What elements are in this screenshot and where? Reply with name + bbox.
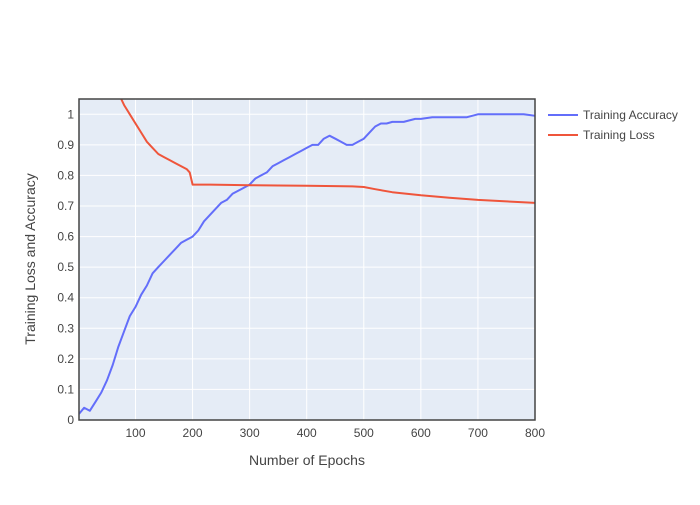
series-line-training-loss: [120, 99, 535, 204]
legend-item-training-loss[interactable]: Training Loss: [548, 128, 655, 142]
y-tick-label: 0.5: [57, 260, 74, 274]
axis-ticks: 0 0.1 0.2 0.3 0.4 0.5 0.6 0.7 0.8 0.9 1 100 200 300 40…: [57, 107, 545, 440]
x-tick-label: 300: [240, 426, 260, 440]
plot-frame: [78, 98, 536, 421]
legend-label: Training Accuracy: [583, 108, 678, 122]
x-tick-label: 500: [354, 426, 374, 440]
y-axis-title: Training Loss and Accuracy: [22, 173, 38, 344]
series-line-training-accuracy: [79, 113, 535, 415]
y-tick-label: 0.2: [57, 352, 74, 366]
x-tick-label: 800: [525, 426, 545, 440]
x-tick-label: 100: [125, 426, 145, 440]
y-tick-label: 1: [67, 107, 74, 121]
x-axis-title: Number of Epochs: [249, 452, 365, 468]
y-tick-label: 0.8: [57, 168, 74, 182]
y-tick-label: 0.7: [57, 199, 74, 213]
x-tick-label: 600: [411, 426, 431, 440]
y-tick-label: 0.1: [57, 382, 74, 396]
x-tick-label: 200: [183, 426, 203, 440]
y-tick-label: 0.3: [57, 321, 74, 335]
x-tick-label: 400: [297, 426, 317, 440]
y-tick-label: 0: [67, 413, 74, 427]
series-lines: [79, 99, 535, 415]
y-tick-label: 0.6: [57, 230, 74, 244]
legend-label: Training Loss: [583, 128, 655, 142]
y-tick-label: 0.9: [57, 138, 74, 152]
legend-item-training-accuracy[interactable]: Training Accuracy: [548, 108, 678, 122]
x-tick-label: 700: [468, 426, 488, 440]
legend[interactable]: Training Accuracy Training Loss: [548, 108, 678, 142]
y-tick-label: 0.4: [57, 291, 74, 305]
